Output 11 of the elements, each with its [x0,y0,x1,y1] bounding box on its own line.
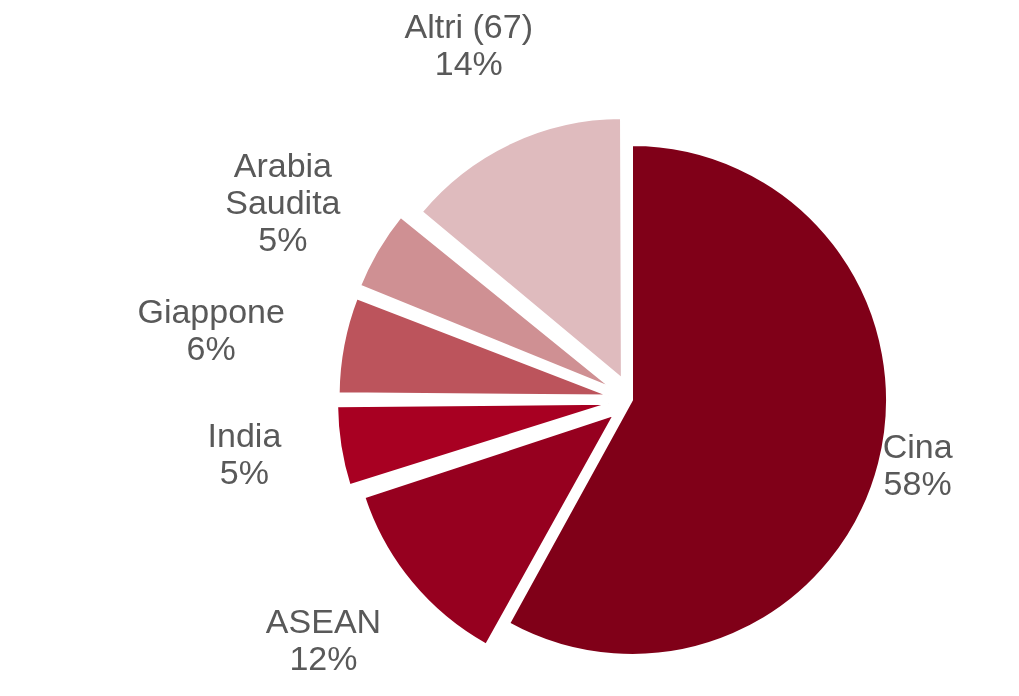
data-label: 58% [883,464,952,503]
slice-label: Arabia Saudita [225,145,341,221]
data-label: 5% [219,453,269,492]
slice-label: Giappone [137,291,285,330]
data-label: 5% [258,219,308,258]
slice-label: Cina [882,427,953,466]
slice-label: ASEAN [265,601,382,640]
data-label: 12% [289,638,358,677]
slice-label: Altri (67) [404,7,534,46]
slice-label: India [207,416,282,455]
data-label: 14% [434,44,503,83]
